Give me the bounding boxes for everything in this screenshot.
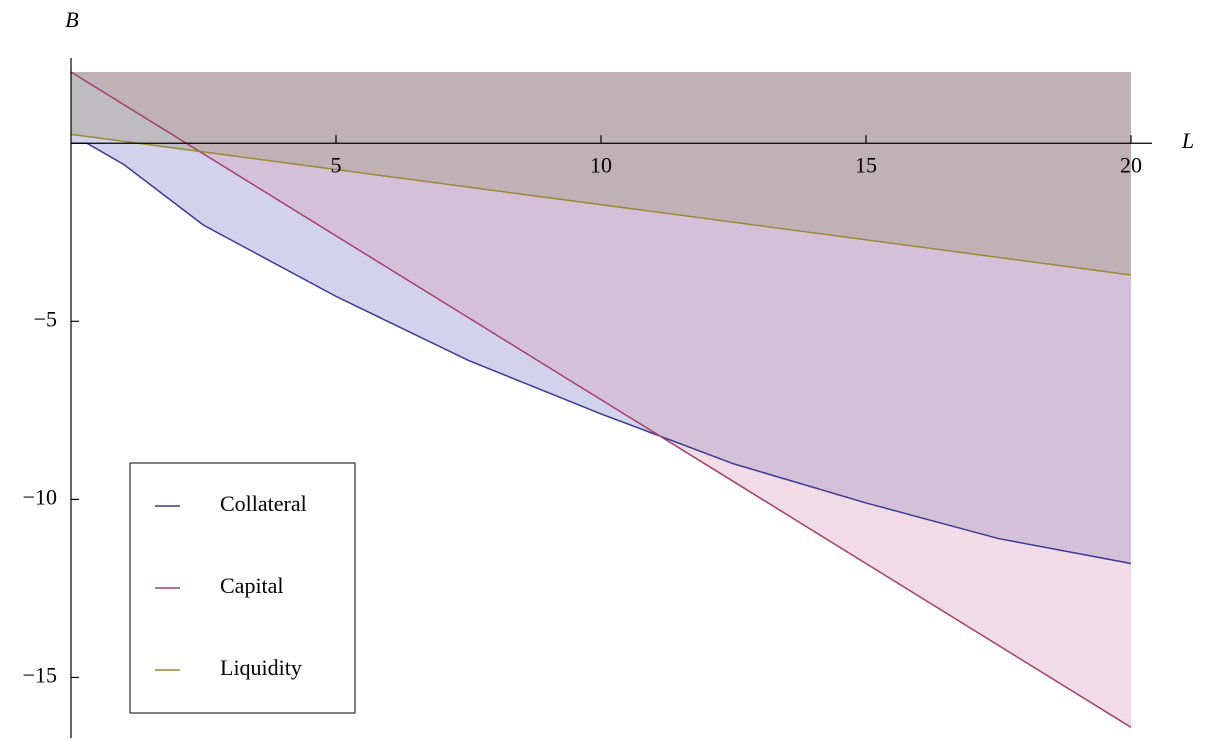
series-line	[70, 133, 1132, 276]
x-tick-label: 5	[331, 152, 342, 177]
legend-label: Capital	[220, 573, 284, 598]
y-axis-label: B	[65, 7, 78, 32]
legend-label: Collateral	[220, 491, 307, 516]
x-tick-label: 10	[590, 152, 612, 177]
x-tick-label: 15	[855, 152, 877, 177]
x-axis-label: L	[1181, 128, 1194, 153]
y-tick-label: −10	[23, 484, 57, 509]
y-tick-label: −5	[34, 306, 57, 331]
series-line	[70, 71, 1132, 728]
lines	[70, 71, 1132, 728]
y-tick-label: −15	[23, 663, 57, 688]
area-fill	[71, 72, 1131, 564]
x-tick-label: 20	[1120, 152, 1142, 177]
legend: Collateral Capital Liquidity	[129, 462, 356, 714]
area-fill	[71, 72, 1131, 276]
series-line	[71, 142, 1132, 565]
legend-label: Liquidity	[220, 655, 302, 680]
